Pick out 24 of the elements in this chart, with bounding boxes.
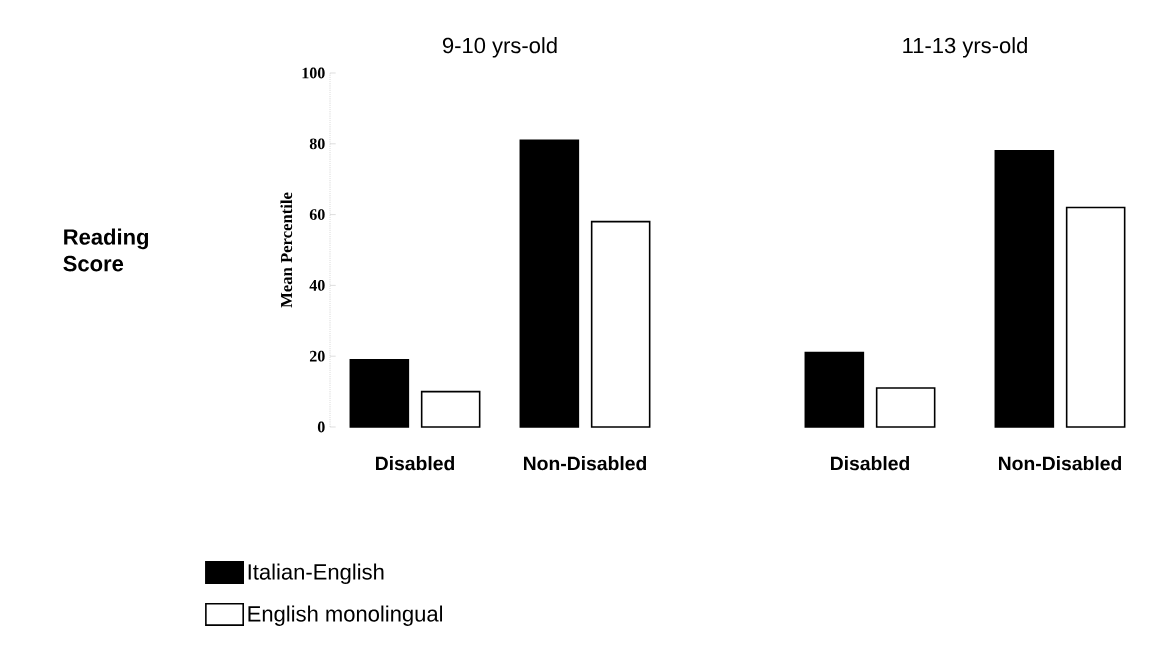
- y-tick-label: 20: [309, 350, 325, 362]
- bar: [804, 351, 865, 428]
- bar: [519, 139, 580, 428]
- chart-title: 11-13 yrs-old: [903, 37, 1027, 58]
- bar: [994, 150, 1055, 428]
- y-tick-label: 40: [309, 279, 325, 291]
- x-tick-label: Disabled: [376, 456, 455, 471]
- bar: [875, 387, 936, 428]
- legend-label: English monolingual: [248, 605, 443, 627]
- y-tick-label: 60: [309, 209, 325, 220]
- bar: [1065, 206, 1126, 428]
- chart-title: 9-10 yrs-old: [442, 37, 557, 58]
- x-tick-label: Non-Disabled: [524, 456, 647, 471]
- bar: [349, 358, 410, 428]
- y-tick-label: 0: [317, 421, 325, 433]
- y-tick-label: 80: [309, 138, 325, 150]
- y-axis-title: Mean Percentile: [280, 192, 293, 308]
- y-tick-label: 100: [302, 67, 325, 79]
- bar: [590, 220, 651, 428]
- legend-label: Italian-English: [248, 563, 384, 585]
- bar: [420, 390, 481, 428]
- x-tick-label: Disabled: [831, 456, 910, 471]
- x-tick-label: Non-Disabled: [998, 456, 1122, 471]
- text: Reading Score: [63, 228, 149, 272]
